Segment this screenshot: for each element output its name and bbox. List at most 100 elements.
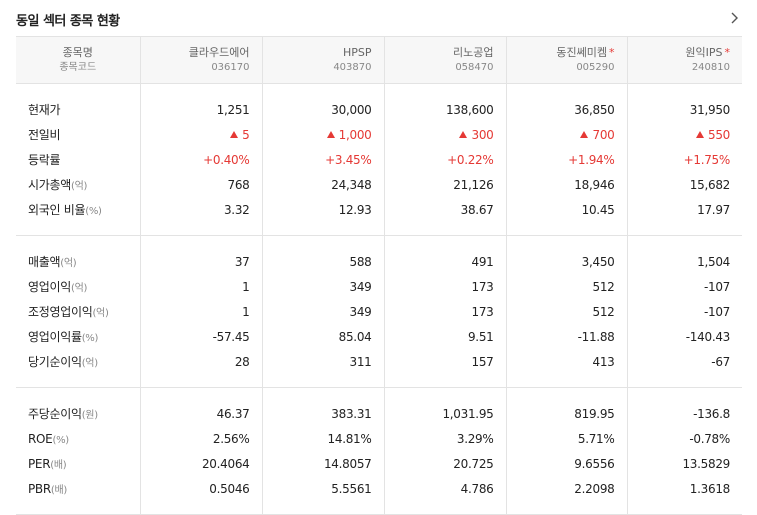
cell-value: +0.22% xyxy=(447,152,494,167)
cell-value: 512 xyxy=(592,279,615,294)
table-cell: 1,504 xyxy=(626,249,742,274)
table-cell: -0.78% xyxy=(626,426,742,451)
table-cell: 819.95 xyxy=(505,401,627,426)
cell-value: 173 xyxy=(471,279,494,294)
header-label-cell: 종목명 종목코드 xyxy=(16,36,140,84)
stock-code: 403870 xyxy=(333,62,372,73)
table-cell: 5.71% xyxy=(505,426,627,451)
stock-name-link[interactable]: 원익IPS xyxy=(685,46,723,59)
table-cell: 36,850 xyxy=(505,97,627,122)
table-row: 외국인 비율(%) 3.32 12.93 38.67 10.45 17.97 xyxy=(16,197,742,222)
row-unit: (억) xyxy=(70,283,88,294)
cell-value: 819.95 xyxy=(574,406,615,421)
cell-value: 46.37 xyxy=(216,406,250,421)
stock-header-5[interactable]: 원익IPS * 240810 xyxy=(626,36,742,84)
table-cell: +0.40% xyxy=(139,147,262,172)
cell-value: 311 xyxy=(349,354,372,369)
cell-value: -107 xyxy=(703,304,730,319)
table-cell: 550 xyxy=(626,122,742,147)
row-label-text: 전일비 xyxy=(28,128,61,142)
table-cell: 1 xyxy=(139,299,262,324)
cell-value: -140.43 xyxy=(685,329,731,344)
row-label-text: PBR xyxy=(28,482,51,496)
cell-value: 3.29% xyxy=(456,431,494,446)
cell-value: 1 xyxy=(242,279,250,294)
cell-value: 3.32 xyxy=(223,202,250,217)
table-cell: 512 xyxy=(505,274,627,299)
cell-value: +0.40% xyxy=(203,152,250,167)
table-cell: 1,000 xyxy=(261,122,384,147)
stock-name-link[interactable]: HPSP xyxy=(342,46,372,59)
table-cell: 383.31 xyxy=(261,401,384,426)
cell-value: +1.94% xyxy=(568,152,615,167)
cell-value: 5.71% xyxy=(577,431,615,446)
table-cell: 46.37 xyxy=(139,401,262,426)
cell-value: 10.45 xyxy=(581,202,615,217)
table-cell: 311 xyxy=(261,349,384,374)
cell-value: 1,031.95 xyxy=(442,406,494,421)
table-cell: 10.45 xyxy=(505,197,627,222)
table-cell: 2.2098 xyxy=(505,476,627,501)
cell-value: 31,950 xyxy=(689,102,731,117)
row-label-text: 조정영업이익 xyxy=(28,305,93,319)
table-cell: 30,000 xyxy=(261,97,384,122)
stock-header-4[interactable]: 동진쎄미켐 * 005290 xyxy=(505,36,627,84)
table-cell: 768 xyxy=(139,172,262,197)
table-cell: 31,950 xyxy=(626,97,742,122)
cell-value: 21,126 xyxy=(453,177,494,192)
table-row: 전일비 5 1,000 300 700 550 xyxy=(16,122,742,147)
cell-value: 30,000 xyxy=(331,102,372,117)
table-cell: +1.75% xyxy=(626,147,742,172)
row-label: 영업이익률(%) xyxy=(16,324,140,349)
stock-code: 058470 xyxy=(455,62,494,73)
stock-header-3[interactable]: 리노공업 058470 xyxy=(383,36,506,84)
table-cell: -107 xyxy=(626,274,742,299)
stock-name-link[interactable]: 클라우드에어 xyxy=(188,46,250,59)
cell-value: 349 xyxy=(349,279,372,294)
cell-value: 0.5046 xyxy=(209,481,250,496)
row-label: 매출액(억) xyxy=(16,249,140,274)
table-cell: 5 xyxy=(139,122,262,147)
stock-name-link[interactable]: 리노공업 xyxy=(453,46,494,59)
cell-value: 4.786 xyxy=(460,481,494,496)
cell-value: 20.4064 xyxy=(201,456,250,471)
cell-value: 512 xyxy=(592,304,615,319)
table-cell: 14.81% xyxy=(261,426,384,451)
table-row: 조정영업이익(억) 1 349 173 512 -107 xyxy=(16,299,742,324)
cell-value: 491 xyxy=(471,254,494,269)
table-cell: 349 xyxy=(261,274,384,299)
triangle-up-icon xyxy=(695,130,704,138)
table-cell: 13.5829 xyxy=(626,451,742,476)
table-cell: 1,031.95 xyxy=(383,401,506,426)
stock-name-link[interactable]: 동진쎄미켐 xyxy=(556,46,607,59)
table-cell: -11.88 xyxy=(505,324,627,349)
stock-code: 005290 xyxy=(576,62,615,73)
table-cell: -57.45 xyxy=(139,324,262,349)
section-spacer xyxy=(16,222,742,236)
row-label: 당기순이익(억) xyxy=(16,349,140,374)
chevron-right-icon[interactable] xyxy=(726,10,742,26)
table-row: 영업이익(억) 1 349 173 512 -107 xyxy=(16,274,742,299)
stock-header-1[interactable]: 클라우드에어 036170 xyxy=(139,36,262,84)
table-cell: -136.8 xyxy=(626,401,742,426)
triangle-up-icon xyxy=(580,130,589,138)
cell-value: 13.5829 xyxy=(682,456,730,471)
row-label-text: 영업이익률 xyxy=(28,330,82,344)
table-cell: -140.43 xyxy=(626,324,742,349)
table-cell: 12.93 xyxy=(261,197,384,222)
table-cell: 3.29% xyxy=(383,426,506,451)
table-cell: 17.97 xyxy=(626,197,742,222)
table-row: PER(배) 20.4064 14.8057 20.725 9.6556 13.5829 xyxy=(16,451,742,476)
table-cell: 173 xyxy=(383,274,506,299)
stock-code: 036170 xyxy=(211,62,250,73)
table-row: 시가총액(억) 768 24,348 21,126 18,946 15,682 xyxy=(16,172,742,197)
stock-code: 240810 xyxy=(691,62,730,73)
table-cell: -67 xyxy=(626,349,742,374)
star-marker: * xyxy=(724,46,731,59)
table-cell: 5.5561 xyxy=(261,476,384,501)
table-cell: +1.94% xyxy=(505,147,627,172)
table-cell: 20.725 xyxy=(383,451,506,476)
row-label: ROE(%) xyxy=(16,426,140,451)
table-cell: 700 xyxy=(505,122,627,147)
stock-header-2[interactable]: HPSP 403870 xyxy=(261,36,384,84)
